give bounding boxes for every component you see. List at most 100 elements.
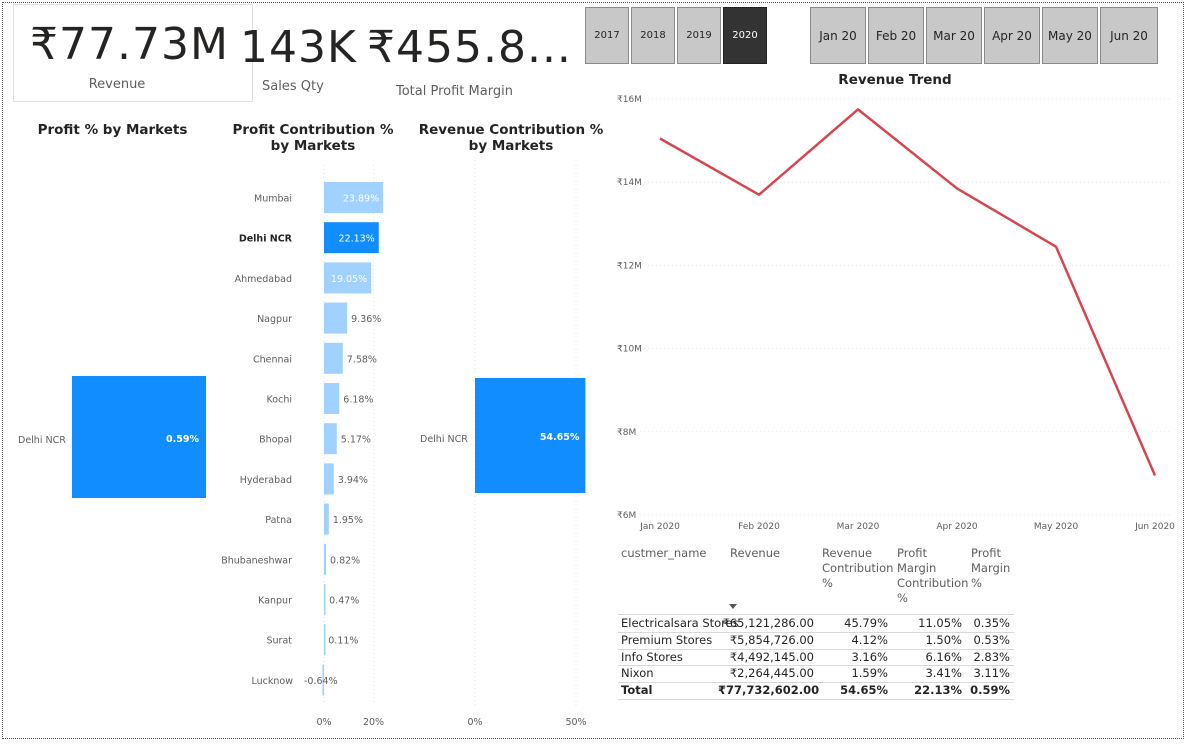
bar-kanpur[interactable] [324, 584, 326, 615]
col-header-profit-margin[interactable]: Profit Margin % [971, 546, 1011, 590]
x-tick-label: 20% [363, 717, 384, 728]
x-tick-label: 0% [467, 717, 482, 728]
table-cell[interactable]: Info Stores [621, 649, 683, 664]
y-tick-label: ₹16M [617, 95, 642, 105]
y-tick-label: ₹14M [617, 178, 642, 188]
month-slicer-feb[interactable]: Feb 20 [868, 7, 924, 64]
table-cell[interactable]: 3.41% [925, 666, 962, 681]
x-tick-label: Apr 2020 [936, 522, 978, 532]
data-label: 19.05% [331, 274, 367, 285]
table-cell[interactable]: Electricalsara Stores [621, 616, 739, 630]
data-label: 7.58% [347, 354, 377, 365]
x-tick-label: Jun 2020 [1134, 522, 1175, 532]
col-header-customer[interactable]: custmer_name [621, 546, 707, 560]
table-cell[interactable]: 45.79% [844, 616, 888, 630]
table-total-cell[interactable]: 0.59% [970, 683, 1010, 698]
x-tick-label: 0% [316, 717, 331, 728]
bar-mumbai[interactable] [324, 182, 384, 213]
bar-delhi-ncr[interactable] [72, 376, 206, 498]
revenue-trend-chart[interactable]: ₹6M ₹8M ₹10M ₹12M ₹14M ₹16M Jan 2020 Feb 2020 Ma… [605, 90, 1175, 535]
table-cell[interactable]: 1.59% [851, 666, 888, 681]
profit-pct-chart-title: Profit % by Markets [37, 122, 188, 138]
bar-surat[interactable] [324, 624, 326, 656]
table-divider [618, 614, 1014, 615]
revenue-kpi-value: ₹77.73M [30, 19, 229, 70]
sales-qty-kpi-value: 143K [240, 22, 357, 73]
year-slicer-2019[interactable]: 2019 [677, 7, 721, 64]
table-cell[interactable]: 6.16% [925, 649, 962, 664]
category-label-surat: Surat [266, 636, 292, 647]
table-cell[interactable]: 2.83% [973, 649, 1010, 664]
table-total-cell[interactable]: 22.13% [914, 683, 962, 698]
bar-chennai[interactable] [324, 342, 343, 374]
month-slicer-jan[interactable]: Jan 20 [810, 7, 866, 64]
bar-patna[interactable] [324, 503, 329, 535]
table-total-cell[interactable]: Total [621, 683, 653, 698]
profit-contribution-chart[interactable]: Mumbai 23.89% Delhi NCR 22.13% Ahmedabad 19.0… [220, 165, 400, 730]
category-label-delhi-ncr: Delhi NCR [239, 234, 293, 245]
profit-margin-kpi-value: ₹455.8... [367, 22, 572, 73]
month-slicer-apr[interactable]: Apr 20 [984, 7, 1040, 64]
col-header-revenue[interactable]: Revenue [730, 546, 781, 560]
profit-margin-kpi-label: Total Profit Margin [396, 84, 513, 99]
bar-hyderabad[interactable] [324, 463, 334, 495]
bar-delhi-ncr[interactable] [475, 378, 586, 493]
month-slicer-jun[interactable]: Jun 20 [1100, 7, 1158, 64]
bar-lucknow[interactable] [322, 664, 324, 696]
data-label: 23.89% [343, 194, 379, 205]
table-cell[interactable]: Nixon [621, 666, 654, 681]
col-header-revenue-contribution[interactable]: Revenue Contribution % [822, 546, 894, 590]
month-slicer-may[interactable]: May 20 [1042, 7, 1098, 64]
data-label: 0.47% [329, 596, 359, 607]
year-slicer-2018[interactable]: 2018 [631, 7, 675, 64]
bar-nagpur[interactable] [324, 302, 348, 334]
category-label-bhubaneshwar: Bhubaneshwar [221, 555, 292, 566]
revenue-card[interactable]: ₹77.73M Revenue [13, 4, 253, 102]
bar-bhopal[interactable] [324, 423, 337, 455]
table-cell[interactable]: 0.35% [973, 616, 1010, 630]
col-header-profit-margin-contribution[interactable]: Profit Margin Contribution % [897, 546, 969, 605]
data-label: 6.18% [343, 395, 373, 406]
y-tick-label: ₹6M [617, 511, 636, 521]
revenue-trend-line[interactable] [659, 108, 1157, 476]
table-cell[interactable]: ₹4,492,145.00 [729, 649, 814, 664]
table-cell[interactable]: ₹2,264,445.00 [729, 666, 814, 681]
profit-pct-chart[interactable]: Delhi NCR 0.59% [10, 160, 215, 730]
table-cell[interactable]: ₹5,854,726.00 [729, 632, 814, 647]
revenue-contribution-chart[interactable]: Delhi NCR 54.65% 0% 50% [412, 160, 597, 730]
customer-table[interactable]: custmer_name Revenue Revenue Contributio… [618, 546, 1018, 706]
y-tick-label: ₹10M [617, 345, 642, 355]
revenue-contribution-chart-title: Revenue Contribution % by Markets [418, 122, 604, 154]
data-label: -0.64% [304, 676, 338, 687]
category-label-delhi-ncr: Delhi NCR [18, 435, 66, 446]
table-total-cell[interactable]: 54.65% [840, 683, 888, 698]
row-divider [618, 682, 1014, 684]
year-slicer-2020[interactable]: 2020 [723, 7, 767, 64]
table-cell[interactable]: 3.16% [851, 649, 888, 664]
table-cell[interactable]: Premium Stores [621, 632, 713, 647]
bar-kochi[interactable] [324, 383, 340, 414]
month-slicer-mar[interactable]: Mar 20 [926, 7, 982, 64]
sort-desc-icon[interactable] [729, 604, 737, 609]
category-label-nagpur: Nagpur [257, 314, 292, 325]
table-cell[interactable]: 11.05% [918, 616, 962, 630]
x-tick-label: 50% [565, 717, 586, 728]
bar-delhi-ncr[interactable] [324, 222, 379, 254]
year-slicer-2017[interactable]: 2017 [585, 7, 629, 64]
x-tick-label: Mar 2020 [837, 522, 880, 532]
data-label: 0.11% [328, 636, 358, 647]
x-tick-label: Jan 2020 [639, 522, 680, 532]
data-label: 9.36% [351, 314, 381, 325]
table-cell[interactable]: 1.50% [925, 632, 962, 647]
row-divider [618, 631, 1014, 633]
table-cell[interactable]: 4.12% [851, 632, 888, 647]
table-total-cell[interactable]: ₹77,732,602.00 [718, 683, 820, 698]
x-tick-label: Feb 2020 [738, 522, 780, 532]
table-cell[interactable]: 0.53% [973, 632, 1010, 647]
table-cell[interactable]: 3.11% [973, 666, 1010, 681]
bar-bhubaneshwar[interactable] [324, 543, 327, 575]
table-cell[interactable]: ₹65,121,286.00 [722, 616, 814, 630]
sales-qty-kpi-label: Sales Qty [262, 79, 324, 94]
bar-ahmedabad[interactable] [324, 262, 372, 294]
category-label-kanpur: Kanpur [258, 596, 292, 607]
